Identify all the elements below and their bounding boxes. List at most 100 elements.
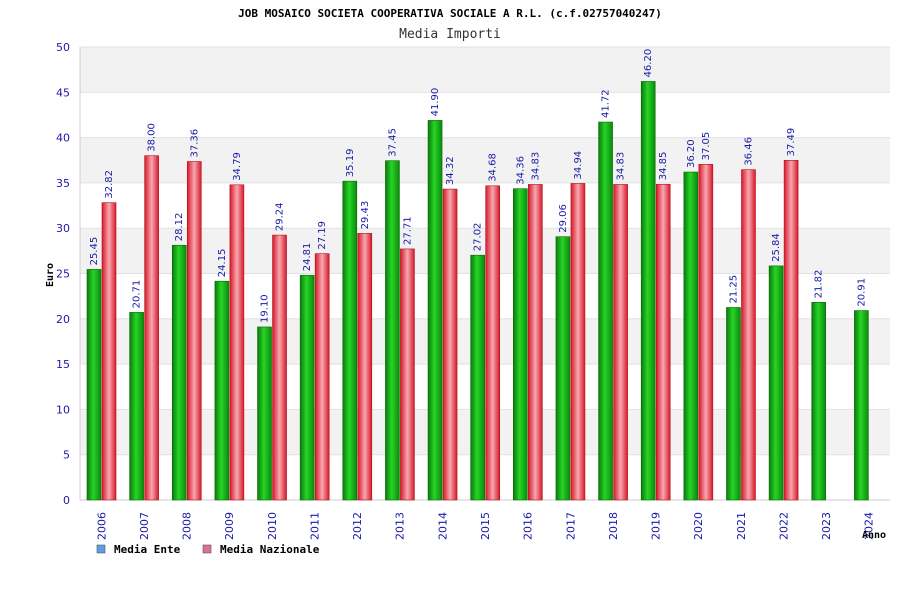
x-tick-label: 2017 bbox=[564, 512, 577, 540]
x-tick-label: 2007 bbox=[138, 512, 151, 540]
value-label: 34.68 bbox=[488, 153, 499, 182]
value-label: 24.81 bbox=[302, 243, 313, 272]
y-tick-label: 20 bbox=[56, 313, 70, 326]
y-tick-label: 10 bbox=[56, 403, 70, 416]
value-label: 21.82 bbox=[814, 270, 825, 299]
legend-swatch-media-nazionale bbox=[202, 544, 212, 554]
value-label: 34.36 bbox=[515, 156, 526, 185]
value-labels: 25.45 32.82 20.71 38.00 28.12 37.36 24.15 34.79… bbox=[89, 49, 867, 323]
bar-media-nazionale-2012 bbox=[357, 233, 373, 501]
bar-media-ente-2009 bbox=[214, 280, 230, 501]
value-label: 37.36 bbox=[189, 129, 200, 158]
bar-media-ente-2023 bbox=[811, 302, 827, 501]
x-tick-label: 2024 bbox=[863, 512, 876, 540]
bar-media-ente-2010 bbox=[257, 326, 272, 501]
bar-media-ente-2016 bbox=[513, 188, 528, 501]
value-label: 28.12 bbox=[174, 213, 185, 242]
y-tick-label: 25 bbox=[56, 268, 70, 281]
bar-media-nazionale-2006 bbox=[101, 202, 117, 501]
value-label: 27.02 bbox=[473, 223, 484, 252]
legend-swatch-media-ente bbox=[96, 544, 106, 554]
value-label: 34.94 bbox=[573, 151, 584, 180]
bar-media-ente-2013 bbox=[385, 160, 400, 501]
value-label: 37.45 bbox=[387, 128, 398, 157]
y-tick-label: 5 bbox=[63, 449, 70, 462]
value-label: 21.25 bbox=[728, 275, 739, 304]
x-tick-label: 2011 bbox=[308, 512, 321, 540]
value-label: 41.90 bbox=[430, 88, 441, 117]
value-label: 29.24 bbox=[275, 202, 286, 231]
bar-media-ente-2007 bbox=[129, 312, 144, 501]
legend: Media Ente Media Nazionale bbox=[96, 543, 320, 556]
x-tick-label: 2023 bbox=[820, 512, 833, 540]
bar-media-nazionale-2017 bbox=[570, 183, 586, 501]
value-label: 34.32 bbox=[445, 156, 456, 185]
bar-media-nazionale-2018 bbox=[613, 184, 628, 501]
x-tick-label: 2014 bbox=[436, 512, 449, 540]
x-axis-label: Anno bbox=[862, 530, 886, 541]
y-tick-label: 30 bbox=[56, 222, 70, 235]
value-label: 46.20 bbox=[643, 49, 654, 78]
bar-media-ente-2017 bbox=[555, 236, 571, 501]
y-tick-label: 40 bbox=[56, 132, 70, 145]
y-tick-label: 45 bbox=[56, 86, 70, 99]
legend-label-media-nazionale: Media Nazionale bbox=[220, 543, 320, 556]
bar-media-nazionale-2021 bbox=[741, 169, 756, 501]
bar-media-nazionale-2015 bbox=[485, 185, 500, 501]
value-label: 34.79 bbox=[232, 152, 243, 181]
y-tick-label: 15 bbox=[56, 358, 70, 371]
chart-subtitle: Media Importi bbox=[399, 27, 501, 42]
bar-media-nazionale-2008 bbox=[186, 161, 202, 501]
x-tick-label: 2020 bbox=[692, 512, 705, 540]
value-label: 25.84 bbox=[771, 233, 782, 262]
x-tick-label: 2018 bbox=[607, 512, 620, 540]
x-tick-label: 2010 bbox=[266, 512, 279, 540]
value-label: 36.20 bbox=[686, 139, 697, 168]
bar-media-nazionale-2019 bbox=[655, 183, 671, 501]
value-label: 41.72 bbox=[601, 89, 612, 118]
value-label: 34.83 bbox=[530, 152, 541, 181]
value-label: 24.15 bbox=[217, 249, 228, 278]
bar-media-ente-2012 bbox=[342, 180, 358, 501]
value-label: 25.45 bbox=[89, 237, 100, 266]
x-tick-label: 2021 bbox=[735, 512, 748, 540]
x-tick-label: 2016 bbox=[522, 512, 535, 540]
bar-media-nazionale-2022 bbox=[783, 160, 799, 501]
value-label: 19.10 bbox=[260, 294, 271, 323]
value-label: 37.49 bbox=[786, 128, 797, 157]
x-tick-label: 2012 bbox=[351, 512, 364, 540]
y-tick-label: 35 bbox=[56, 177, 70, 190]
bar-media-nazionale-2014 bbox=[442, 188, 458, 501]
bar-media-ente-2011 bbox=[299, 274, 315, 501]
value-label: 27.19 bbox=[317, 221, 328, 250]
x-tick-label: 2022 bbox=[777, 512, 790, 540]
bar-media-nazionale-2007 bbox=[144, 155, 159, 501]
value-label: 34.83 bbox=[616, 152, 627, 181]
y-tick-label: 0 bbox=[63, 494, 70, 507]
y-axis-label: Euro bbox=[45, 263, 56, 287]
bar-media-ente-2024 bbox=[854, 310, 869, 501]
bar-media-nazionale-2010 bbox=[272, 234, 287, 501]
value-label: 20.71 bbox=[132, 280, 143, 309]
bar-media-ente-2021 bbox=[726, 307, 741, 501]
bar-media-ente-2008 bbox=[171, 244, 187, 501]
bar-media-ente-2015 bbox=[470, 254, 485, 501]
y-axis: 0 5 10 15 20 25 30 35 40 45 50 bbox=[56, 41, 70, 507]
value-label: 37.05 bbox=[701, 132, 712, 161]
x-tick-label: 2009 bbox=[223, 512, 236, 540]
legend-label-media-ente: Media Ente bbox=[114, 543, 181, 556]
bar-media-nazionale-2011 bbox=[314, 253, 330, 501]
value-label: 29.43 bbox=[360, 201, 371, 230]
bar-media-nazionale-2013 bbox=[400, 248, 415, 501]
value-label: 29.06 bbox=[558, 204, 569, 233]
bar-media-ente-2014 bbox=[427, 120, 443, 501]
bar-media-ente-2006 bbox=[86, 269, 102, 501]
value-label: 34.85 bbox=[658, 152, 669, 181]
bar-media-ente-2018 bbox=[598, 121, 613, 501]
bar-media-nazionale-2016 bbox=[528, 184, 543, 501]
x-tick-label: 2015 bbox=[479, 512, 492, 540]
chart-title: JOB MOSAICO SOCIETA COOPERATIVA SOCIALE … bbox=[238, 7, 662, 20]
bar-media-nazionale-2020 bbox=[698, 164, 714, 501]
value-label: 20.91 bbox=[856, 278, 867, 307]
